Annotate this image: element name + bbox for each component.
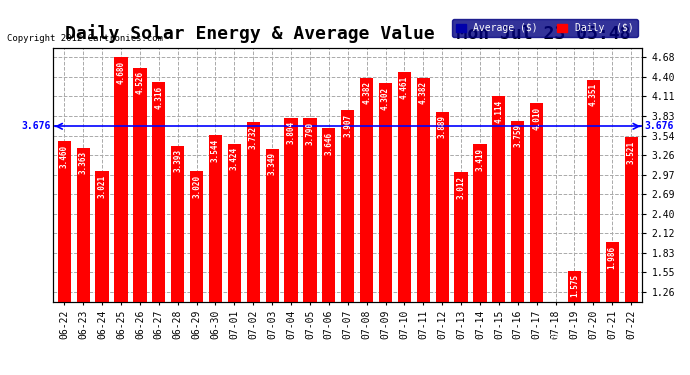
Bar	[492, 96, 506, 375]
Text: 4.680: 4.680	[117, 61, 126, 84]
Bar	[568, 271, 581, 375]
Text: 4.382: 4.382	[362, 81, 371, 104]
Bar	[379, 83, 392, 375]
Text: 3.790: 3.790	[306, 122, 315, 145]
Bar	[77, 148, 90, 375]
Text: Copyright 2012 Cartronics.com: Copyright 2012 Cartronics.com	[7, 34, 163, 43]
Text: 4.461: 4.461	[400, 76, 409, 99]
Bar	[266, 149, 279, 375]
Title: Daily Solar Energy & Average Value  Mon Jul 23 05:48: Daily Solar Energy & Average Value Mon J…	[65, 24, 631, 44]
Text: 3.676: 3.676	[644, 121, 673, 131]
Bar	[171, 146, 184, 375]
Text: 4.316: 4.316	[155, 86, 164, 109]
Bar	[284, 117, 297, 375]
Text: 3.676: 3.676	[21, 121, 51, 131]
Text: 3.363: 3.363	[79, 151, 88, 174]
Text: 0.723: 0.723	[551, 333, 560, 356]
Text: 3.521: 3.521	[627, 140, 635, 164]
Bar	[152, 82, 166, 375]
Bar	[133, 68, 146, 375]
Text: 4.010: 4.010	[532, 107, 541, 130]
Bar	[455, 172, 468, 375]
Bar	[360, 78, 373, 375]
Text: 3.424: 3.424	[230, 147, 239, 170]
Text: 3.021: 3.021	[97, 175, 107, 198]
Bar	[398, 72, 411, 375]
Text: 4.382: 4.382	[419, 81, 428, 104]
Text: 4.302: 4.302	[381, 87, 390, 110]
Bar	[95, 171, 109, 375]
Text: 4.114: 4.114	[494, 100, 504, 123]
Bar	[549, 329, 562, 375]
Bar	[322, 128, 335, 375]
Text: 3.646: 3.646	[324, 132, 333, 155]
Text: 3.393: 3.393	[173, 149, 182, 172]
Text: 3.544: 3.544	[211, 139, 220, 162]
Text: 3.460: 3.460	[60, 145, 69, 168]
Bar	[624, 137, 638, 375]
Bar	[511, 121, 524, 375]
Bar	[341, 110, 355, 375]
Bar	[190, 171, 203, 375]
Bar	[606, 243, 619, 375]
Text: 4.351: 4.351	[589, 83, 598, 106]
Text: 3.907: 3.907	[343, 114, 352, 137]
Text: 4.526: 4.526	[135, 71, 144, 94]
Text: 3.732: 3.732	[249, 126, 258, 149]
Bar	[586, 80, 600, 375]
Bar	[228, 144, 241, 375]
Text: 3.012: 3.012	[457, 176, 466, 198]
Text: 3.889: 3.889	[437, 115, 446, 138]
Bar	[115, 57, 128, 375]
Text: 3.759: 3.759	[513, 124, 522, 147]
Text: 1.575: 1.575	[570, 274, 579, 297]
Text: 3.349: 3.349	[268, 152, 277, 176]
Bar	[417, 78, 430, 375]
Bar	[473, 144, 486, 375]
Bar	[246, 123, 260, 375]
Text: 1.986: 1.986	[608, 246, 617, 269]
Bar	[435, 112, 448, 375]
Text: 3.419: 3.419	[475, 147, 484, 171]
Text: 3.804: 3.804	[286, 121, 295, 144]
Legend: Average ($), Daily  ($): Average ($), Daily ($)	[452, 20, 638, 37]
Bar	[530, 104, 543, 375]
Bar	[209, 135, 222, 375]
Bar	[304, 118, 317, 375]
Text: 3.020: 3.020	[192, 175, 201, 198]
Bar	[58, 141, 71, 375]
